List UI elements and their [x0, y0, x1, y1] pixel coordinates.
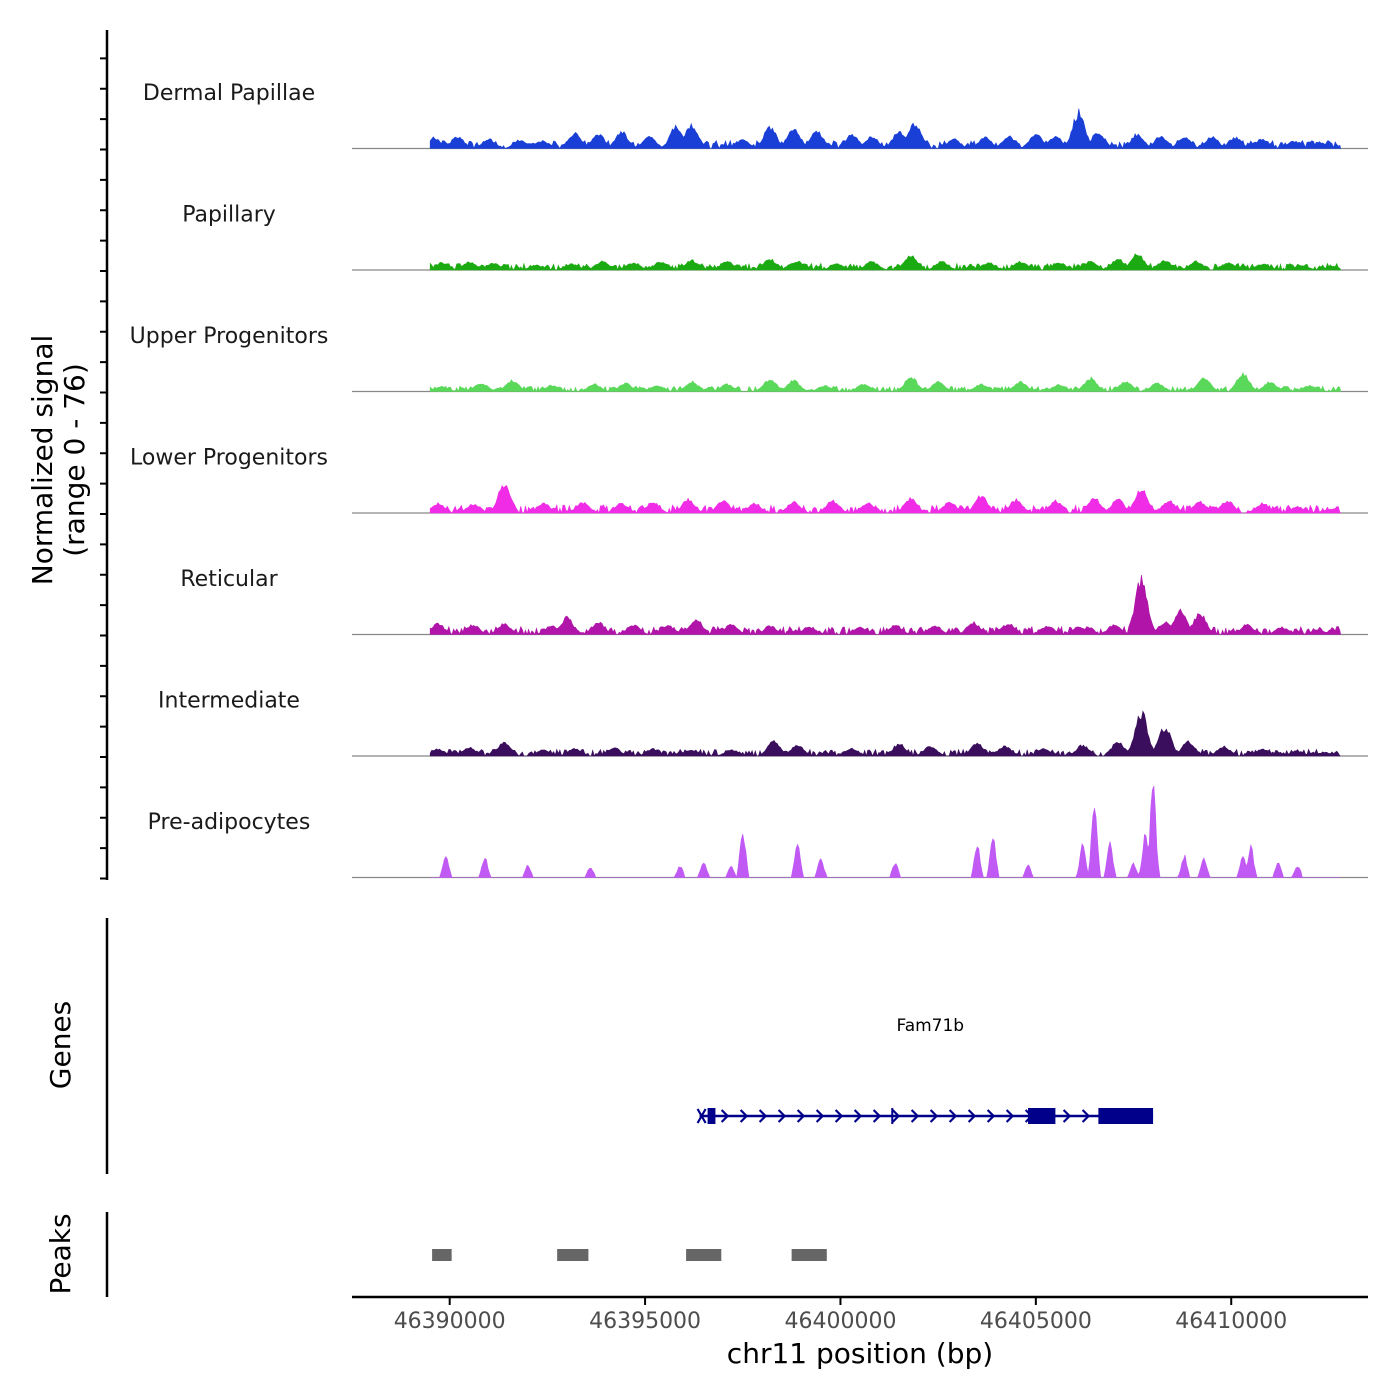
track-pre-adipocytes: Pre-adipocytes	[148, 785, 1368, 879]
signal-area	[429, 108, 1342, 150]
track-intermediate: Intermediate	[158, 689, 1368, 758]
y-axis-title: Normalized signal (range 0 - 76)	[26, 335, 91, 586]
strand-arrow	[986, 1109, 996, 1123]
coverage-y-ticks	[100, 57, 107, 880]
strand-arrow	[739, 1109, 749, 1123]
strand-arrow	[758, 1109, 768, 1123]
peaks-panel-label: Peaks	[44, 1213, 77, 1294]
signal-area	[430, 785, 1341, 879]
x-tick-label: 46405000	[980, 1309, 1092, 1334]
peak-regions	[432, 1249, 827, 1261]
signal-area	[429, 372, 1342, 393]
track-upper-progenitors: Upper Progenitors	[130, 324, 1368, 393]
peaks-panel-title: Peaks	[44, 1213, 77, 1294]
gene-name-label: Fam71b	[896, 1016, 964, 1036]
strand-arrow	[853, 1109, 863, 1123]
exon	[891, 1108, 894, 1124]
gene-start-marker	[696, 1108, 707, 1124]
peak-region	[791, 1249, 827, 1261]
track-label: Dermal Papillae	[143, 81, 315, 106]
track-dermal-papillae: Dermal Papillae	[143, 81, 1368, 150]
peak-region	[557, 1249, 589, 1261]
track-label: Upper Progenitors	[130, 324, 329, 349]
strand-arrow	[872, 1109, 882, 1123]
coverage-tracks: Dermal Papillae Papillary Upper Progenitor…	[130, 81, 1368, 879]
track-label: Pre-adipocytes	[148, 810, 311, 835]
y-axis-title-line2: (range 0 - 76)	[58, 363, 91, 557]
strand-arrow	[815, 1109, 825, 1123]
x-tick-label: 46390000	[394, 1309, 506, 1334]
track-label: Lower Progenitors	[130, 446, 328, 471]
strand-arrow	[777, 1109, 787, 1123]
track-papillary: Papillary	[182, 203, 1368, 272]
peak-region	[432, 1249, 452, 1261]
signal-area	[429, 253, 1342, 272]
strand-arrow	[834, 1109, 844, 1123]
strand-arrow	[1005, 1109, 1015, 1123]
track-label: Reticular	[180, 567, 278, 592]
genes-panel-label: Genes	[44, 1001, 77, 1089]
exon	[707, 1108, 716, 1124]
x-tick-label: 46410000	[1175, 1309, 1287, 1334]
strand-arrow	[1062, 1109, 1072, 1123]
strand-arrow	[796, 1109, 806, 1123]
strand-arrow	[891, 1109, 901, 1123]
track-label: Intermediate	[158, 689, 300, 714]
strand-arrow	[1081, 1109, 1091, 1123]
strand-arrow	[948, 1109, 958, 1123]
exon	[1028, 1108, 1056, 1124]
peak-region	[686, 1249, 722, 1261]
exon	[1098, 1108, 1154, 1124]
signal-area	[429, 485, 1342, 515]
y-axis-title-line1: Normalized signal	[26, 335, 59, 586]
genes-panel-title: Genes	[44, 1001, 77, 1089]
track-label: Papillary	[182, 203, 276, 228]
signal-area	[429, 710, 1341, 758]
signal-area	[429, 574, 1342, 636]
strand-arrow	[967, 1109, 977, 1123]
x-tick-label: 46395000	[589, 1309, 701, 1334]
strand-arrow	[910, 1109, 920, 1123]
x-tick-label: 46400000	[784, 1309, 896, 1334]
x-axis-title: chr11 position (bp)	[727, 1337, 993, 1370]
strand-arrow	[720, 1109, 730, 1123]
track-reticular: Reticular	[180, 567, 1368, 636]
gene-track: Fam71b	[696, 1016, 1154, 1124]
strand-arrow	[929, 1109, 939, 1123]
track-lower-progenitors: Lower Progenitors	[130, 446, 1368, 515]
x-axis-ticks: 46390000 46395000 46400000 46405000 46410000	[394, 1297, 1287, 1334]
